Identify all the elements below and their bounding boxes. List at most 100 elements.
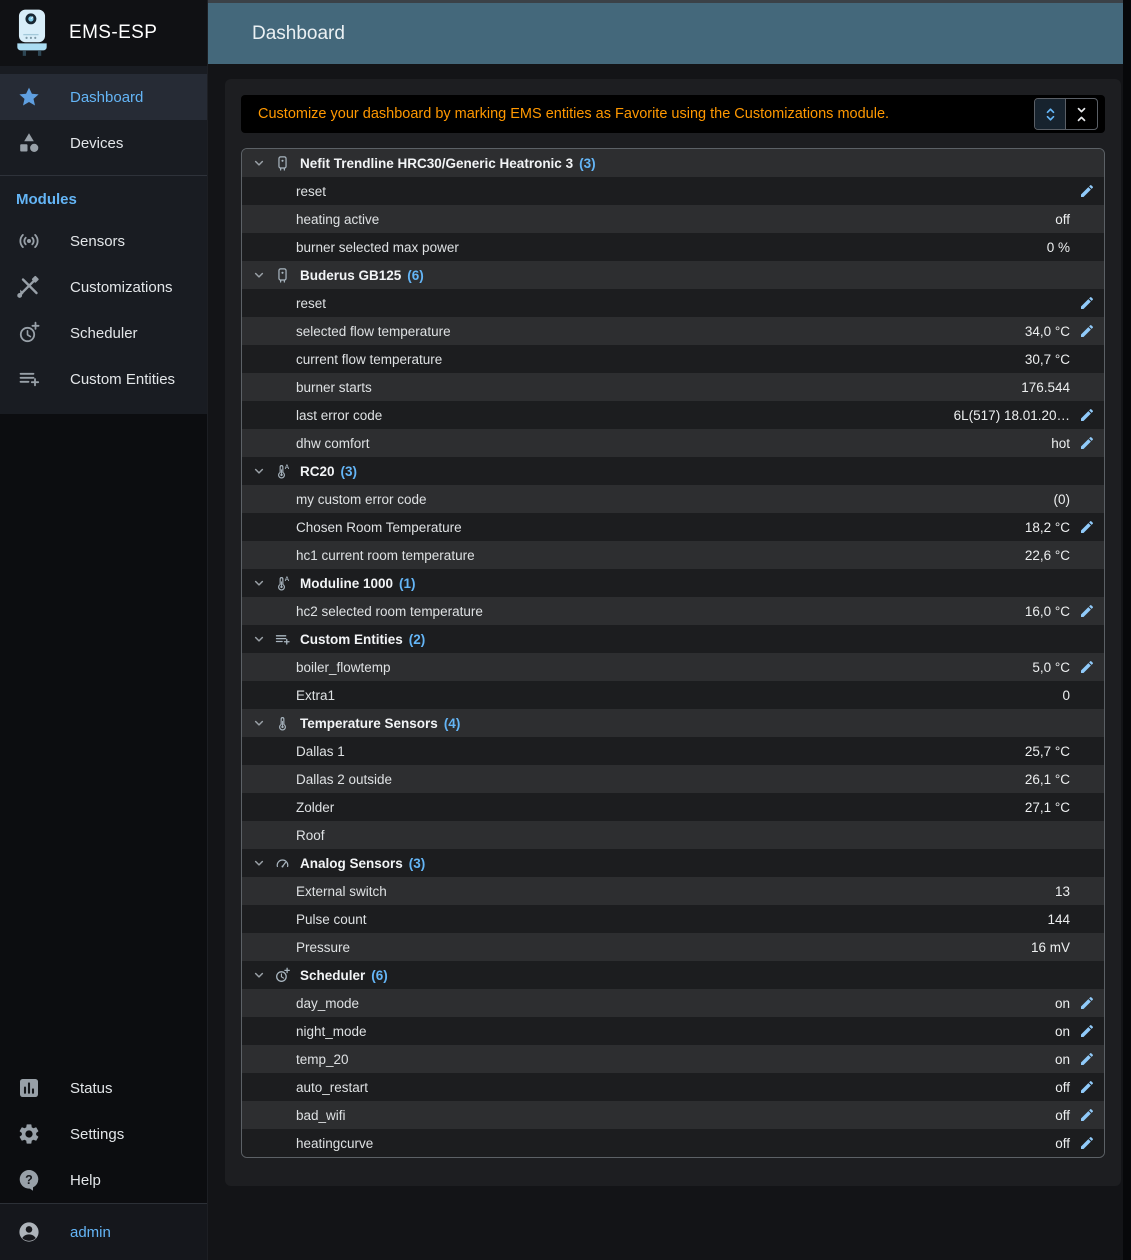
group-header-temperature-sensors[interactable]: Temperature Sensors (4): [242, 709, 1104, 737]
row-actions: [1070, 317, 1104, 345]
group-header-scheduler[interactable]: Scheduler (6): [242, 961, 1104, 989]
entity-name: boiler_flowtemp: [296, 659, 391, 675]
entity-name: hc2 selected room temperature: [296, 603, 483, 619]
category-icon: [17, 131, 41, 155]
edit-icon[interactable]: [1079, 1051, 1095, 1067]
app-title: EMS-ESP: [69, 22, 158, 43]
group-header-moduline-1000[interactable]: A Moduline 1000 (1): [242, 569, 1104, 597]
edit-icon[interactable]: [1079, 519, 1095, 535]
app-logo-bar: EMS-ESP: [0, 0, 207, 66]
sensors-icon: [17, 229, 41, 253]
modules-section-label: Modules: [16, 191, 77, 208]
user-name: admin: [70, 1223, 111, 1241]
entity-name: hc1 current room temperature: [296, 547, 475, 563]
sidebar-item-sensors[interactable]: Sensors: [0, 218, 207, 264]
expand-all-button[interactable]: [1035, 99, 1066, 129]
row-actions: [1070, 205, 1104, 233]
chevron-down-icon[interactable]: [250, 966, 268, 984]
entity-value: 5,0 °C: [1032, 659, 1070, 675]
entity-value: off: [1055, 211, 1070, 227]
group-header-rc20[interactable]: A RC20 (3): [242, 457, 1104, 485]
edit-icon[interactable]: [1079, 603, 1095, 619]
expand-collapse-group: [1034, 98, 1098, 130]
row-actions: [1070, 373, 1104, 401]
edit-icon[interactable]: [1079, 435, 1095, 451]
group-header-nefit-trendline-hrc30-generic-heatronic-3[interactable]: Nefit Trendline HRC30/Generic Heatronic …: [242, 149, 1104, 177]
row-actions: [1070, 513, 1104, 541]
group-name: Buderus GB125: [300, 267, 402, 283]
chevron-down-icon[interactable]: [250, 854, 268, 872]
entities-table: Nefit Trendline HRC30/Generic Heatronic …: [241, 148, 1105, 1158]
page-title: Dashboard: [252, 22, 345, 44]
sidebar-item-help[interactable]: ? Help: [0, 1157, 207, 1203]
edit-icon[interactable]: [1079, 323, 1095, 339]
entity-row-extra1: Extra1 0: [242, 681, 1104, 709]
chevron-down-icon[interactable]: [250, 630, 268, 648]
entity-row-hc1-current-room-temperature: hc1 current room temperature 22,6 °C: [242, 541, 1104, 569]
edit-icon[interactable]: [1079, 995, 1095, 1011]
row-actions: [1070, 933, 1104, 961]
edit-icon[interactable]: [1079, 295, 1095, 311]
entity-name: night_mode: [296, 1023, 367, 1039]
entity-value: 16,0 °C: [1024, 603, 1070, 619]
sidebar-item-scheduler[interactable]: Scheduler: [0, 310, 207, 356]
unfold-more-icon: [1041, 105, 1060, 124]
row-actions: [1070, 765, 1104, 793]
chevron-down-icon[interactable]: [250, 574, 268, 592]
sidebar-item-label: Sensors: [70, 232, 126, 250]
chevron-down-icon[interactable]: [250, 154, 268, 172]
group-header-analog-sensors[interactable]: Analog Sensors (3): [242, 849, 1104, 877]
entity-row-auto-restart: auto_restart off: [242, 1073, 1104, 1101]
svg-text:?: ?: [25, 1173, 33, 1187]
chevron-down-icon[interactable]: [250, 462, 268, 480]
edit-icon[interactable]: [1079, 1107, 1095, 1123]
entity-name: burner selected max power: [296, 239, 459, 255]
sidebar-item-status[interactable]: Status: [0, 1065, 207, 1111]
group-header-buderus-gb125[interactable]: Buderus GB125 (6): [242, 261, 1104, 289]
entity-name: Dallas 2 outside: [296, 771, 393, 787]
entity-name: last error code: [296, 407, 383, 423]
entity-row-night-mode: night_mode on: [242, 1017, 1104, 1045]
edit-icon[interactable]: [1079, 1079, 1095, 1095]
edit-icon[interactable]: [1079, 659, 1095, 675]
sidebar-item-dashboard[interactable]: Dashboard: [0, 74, 207, 120]
row-actions: [1070, 401, 1104, 429]
row-actions: [1070, 793, 1104, 821]
entity-value: 0 %: [1046, 239, 1070, 255]
row-actions: [1070, 989, 1104, 1017]
entity-name: Pressure: [296, 939, 351, 955]
entity-value: off: [1055, 1079, 1070, 1095]
chevron-down-icon[interactable]: [250, 714, 268, 732]
edit-icon[interactable]: [1079, 1135, 1095, 1151]
entity-row-reset: reset: [242, 177, 1104, 205]
top-strip: [208, 0, 1131, 3]
help-bubble-icon: ?: [17, 1168, 41, 1192]
sidebar-item-settings[interactable]: Settings: [0, 1111, 207, 1157]
edit-icon[interactable]: [1079, 183, 1095, 199]
entity-row-pressure: Pressure 16 mV: [242, 933, 1104, 961]
sidebar-item-custom-entities[interactable]: Custom Entities: [0, 356, 207, 402]
entity-name: Pulse count: [296, 911, 367, 927]
group-count: (4): [443, 715, 461, 731]
group-count: (1): [399, 575, 416, 591]
entity-name: temp_20: [296, 1051, 349, 1067]
entity-row-dhw-comfort: dhw comfort hot: [242, 429, 1104, 457]
collapse-all-button[interactable]: [1066, 99, 1097, 129]
sidebar-item-customizations[interactable]: Customizations: [0, 264, 207, 310]
edit-icon[interactable]: [1079, 1023, 1095, 1039]
user-row[interactable]: admin: [0, 1203, 207, 1260]
edit-icon[interactable]: [1079, 407, 1095, 423]
entity-name: External switch: [296, 883, 387, 899]
page-scrollbar[interactable]: [1123, 0, 1131, 1260]
notice-bar: Customize your dashboard by marking EMS …: [241, 95, 1105, 133]
entity-value: off: [1055, 1107, 1070, 1123]
row-actions: [1070, 1045, 1104, 1073]
group-header-custom-entities[interactable]: Custom Entities (2): [242, 625, 1104, 653]
entity-value: 13: [1054, 883, 1070, 899]
chevron-down-icon[interactable]: [250, 266, 268, 284]
row-actions: [1070, 541, 1104, 569]
entity-value: 144: [1047, 911, 1070, 927]
sidebar-item-devices[interactable]: Devices: [0, 120, 207, 166]
row-actions: [1070, 597, 1104, 625]
row-actions: [1070, 737, 1104, 765]
